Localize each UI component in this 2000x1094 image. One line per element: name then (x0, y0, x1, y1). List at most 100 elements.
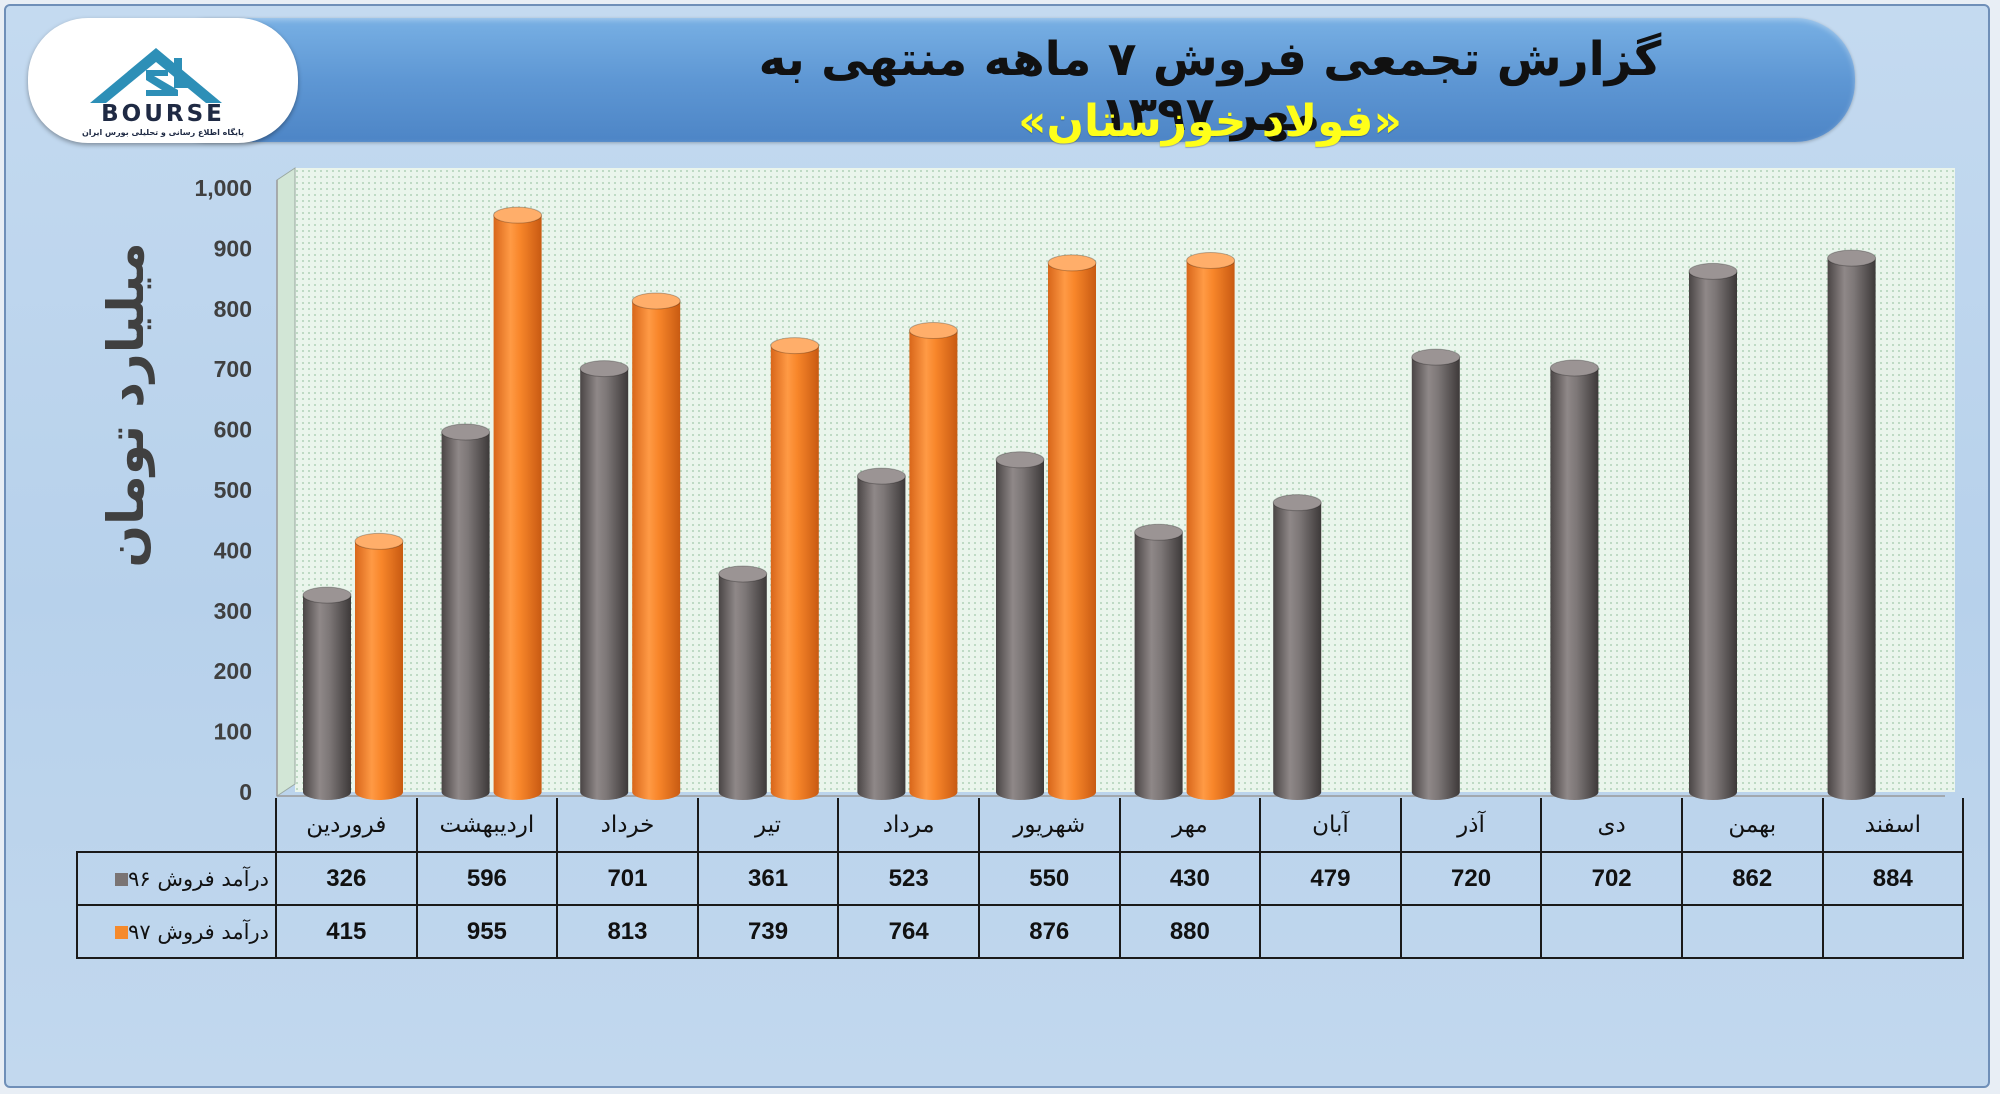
bar-cap (441, 423, 491, 441)
chart-title: گزارش تجمعی فروش ۷ ماهه منتهی به مهر ۱۳۹… (758, 32, 1662, 142)
bar-cap (770, 337, 820, 355)
bar-96 (1827, 249, 1877, 801)
bar-96 (856, 467, 906, 800)
bar-body (303, 595, 351, 800)
table-value: 479 (1259, 851, 1402, 906)
y-tick-label: 300 (214, 598, 252, 624)
y-tick-label: 400 (214, 537, 252, 563)
bar-body (1186, 260, 1235, 801)
bar-97 (908, 322, 958, 800)
bar-97 (1047, 254, 1097, 800)
plot-side-wall (276, 167, 296, 797)
bar-body (718, 573, 767, 800)
table-value: 720 (1399, 851, 1543, 906)
bar-cap (493, 206, 543, 224)
bar-body (580, 368, 629, 800)
category-label: فروردین (275, 798, 418, 853)
table-value: 884 (1821, 851, 1965, 906)
table-value (1680, 904, 1824, 959)
category-label: بهمن (1680, 798, 1824, 853)
bar-96 (1688, 262, 1738, 800)
y-tick-label: 600 (214, 417, 252, 443)
category-label: مهر (1118, 798, 1262, 853)
bar-97 (354, 532, 404, 800)
bar-body (632, 300, 681, 800)
bar-body (857, 476, 906, 800)
logo-tagline: پایگاه اطلاع رسانی و تحلیلی بورس ایران (82, 127, 244, 138)
bar-body (1827, 258, 1876, 801)
category-label: آذر (1399, 798, 1543, 853)
category-label: تیر (696, 798, 840, 853)
table-value: 955 (415, 904, 559, 959)
bars (302, 206, 1877, 801)
bar-97 (1186, 251, 1236, 801)
bourse-logo-icon: BOURSE پایگاه اطلاع رسانی و تحلیلی بورس … (82, 48, 244, 138)
table-value: 550 (977, 851, 1121, 906)
bar-97 (631, 292, 681, 800)
y-tick-label: 500 (214, 477, 252, 503)
bar-cap (354, 532, 404, 550)
bar-body (1550, 367, 1599, 800)
bar-96 (1411, 348, 1461, 800)
table-value: 361 (696, 851, 840, 906)
table-value: 739 (696, 904, 840, 959)
table-value: 523 (837, 851, 980, 906)
series-name: درآمد فروش ۹۷ (128, 919, 269, 944)
category-label: اردیبهشت (415, 798, 559, 853)
table-value (1399, 904, 1543, 959)
bar-body (493, 215, 542, 800)
series-label: درآمد فروش ۹۷ (76, 904, 277, 959)
table-value: 862 (1680, 851, 1824, 906)
table-corner (77, 798, 277, 852)
bar-body (1689, 271, 1737, 800)
legend-swatch (115, 873, 129, 886)
series-name: درآمد فروش ۹۶ (128, 866, 269, 891)
plot-area (276, 167, 1955, 797)
bar-cap (1688, 262, 1738, 280)
y-tick-label: 200 (214, 658, 252, 684)
category-label: دی (1540, 798, 1683, 853)
bar-body (996, 459, 1044, 800)
bar-cap (995, 451, 1045, 469)
bar-body (1048, 262, 1096, 800)
bar-body (441, 432, 490, 800)
table-row: درآمد فروش ۹۶ 326 596 701 361 523 550 430 479 720… (76, 851, 1965, 906)
bar-cap (1827, 249, 1877, 267)
bar-96 (1549, 359, 1599, 800)
table-value (1821, 904, 1965, 959)
bar-96 (579, 360, 629, 800)
bar-cap (1272, 494, 1322, 512)
table-value: 876 (977, 904, 1121, 959)
y-tick-label: 800 (214, 296, 252, 322)
bar-body (1411, 357, 1460, 800)
bar-96 (302, 586, 352, 800)
bar-cap (856, 467, 906, 485)
bar-cap (1134, 523, 1184, 541)
table-value (1540, 904, 1683, 959)
y-tick-label: 100 (214, 719, 252, 745)
plot-background (295, 168, 1955, 792)
bar-97 (493, 206, 543, 800)
logo-wordmark: BOURSE (101, 101, 225, 127)
table-value: 813 (556, 904, 699, 959)
title-banner: گزارش تجمعی فروش ۷ ماهه منتهی به مهر ۱۳۹… (150, 18, 1855, 147)
bar-cap (908, 322, 958, 340)
bar-body (770, 345, 819, 800)
bar-cap (302, 586, 352, 604)
bourse-logo: BOURSE پایگاه اطلاع رسانی و تحلیلی بورس … (28, 18, 298, 143)
bar-cap (1047, 254, 1097, 272)
bar-97 (770, 337, 820, 800)
bar-96 (441, 423, 491, 800)
bar-cap (579, 360, 629, 378)
chart-subtitle: «فولاد خوزستان» (1018, 96, 1402, 147)
bar-body (1134, 532, 1183, 800)
category-label: خرداد (556, 798, 699, 853)
bar-96 (1272, 494, 1322, 800)
bar-cap (1549, 359, 1599, 377)
table-value: 430 (1118, 851, 1262, 906)
category-label: مرداد (837, 798, 980, 853)
bar-96 (995, 451, 1045, 800)
table-value (1259, 904, 1402, 959)
legend-swatch (115, 926, 129, 939)
